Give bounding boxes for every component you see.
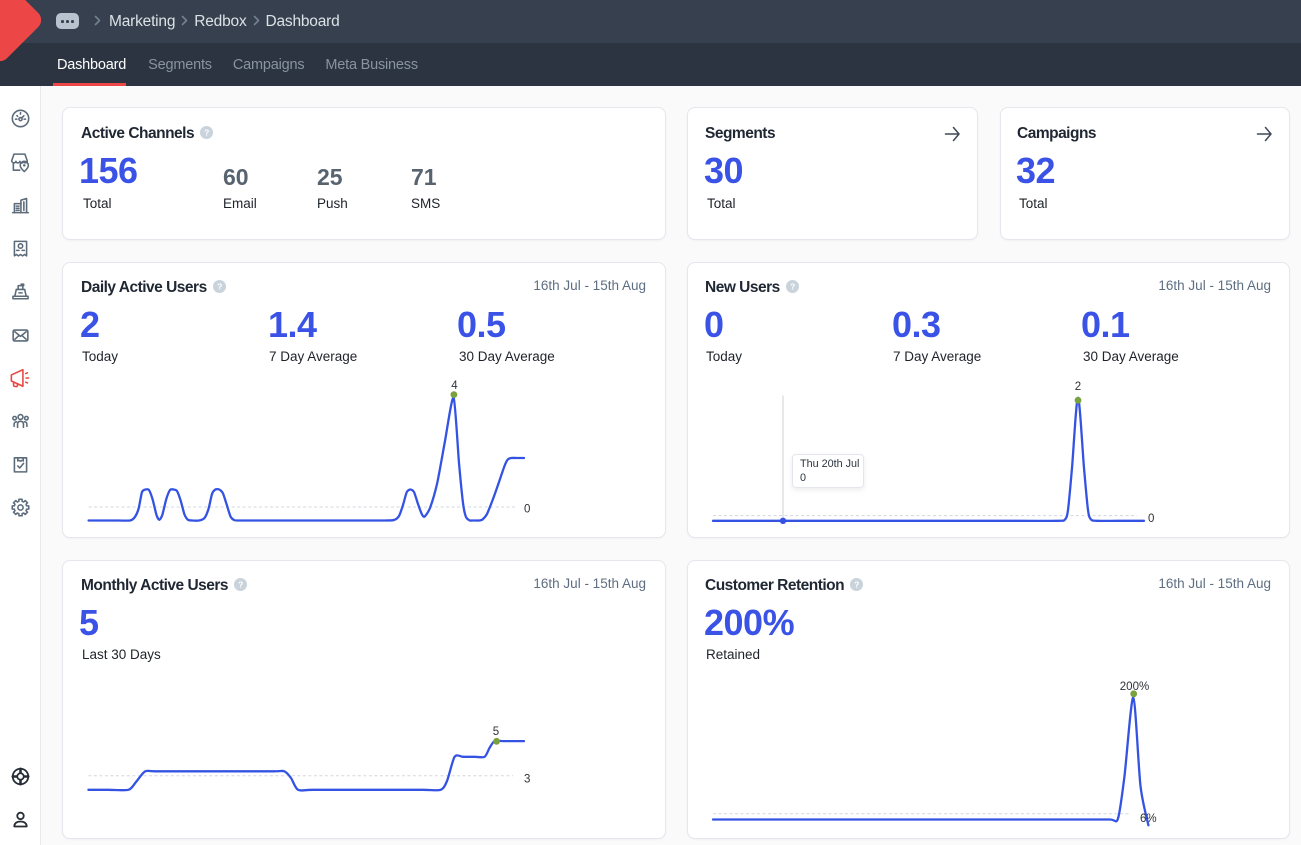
svg-text:5: 5 <box>493 726 499 738</box>
svg-text:3: 3 <box>524 774 530 786</box>
svg-text:2: 2 <box>1075 381 1081 393</box>
svg-text:200%: 200% <box>1120 681 1149 693</box>
svg-text:6%: 6% <box>1140 813 1157 825</box>
svg-text:?: ? <box>790 281 795 291</box>
svg-text:0: 0 <box>524 504 530 516</box>
svg-text:?: ? <box>204 127 209 137</box>
svg-text:?: ? <box>854 579 859 589</box>
svg-text:?: ? <box>217 281 222 291</box>
svg-text:4: 4 <box>451 380 458 392</box>
svg-text:0: 0 <box>1148 513 1154 525</box>
svg-text:?: ? <box>238 579 243 589</box>
